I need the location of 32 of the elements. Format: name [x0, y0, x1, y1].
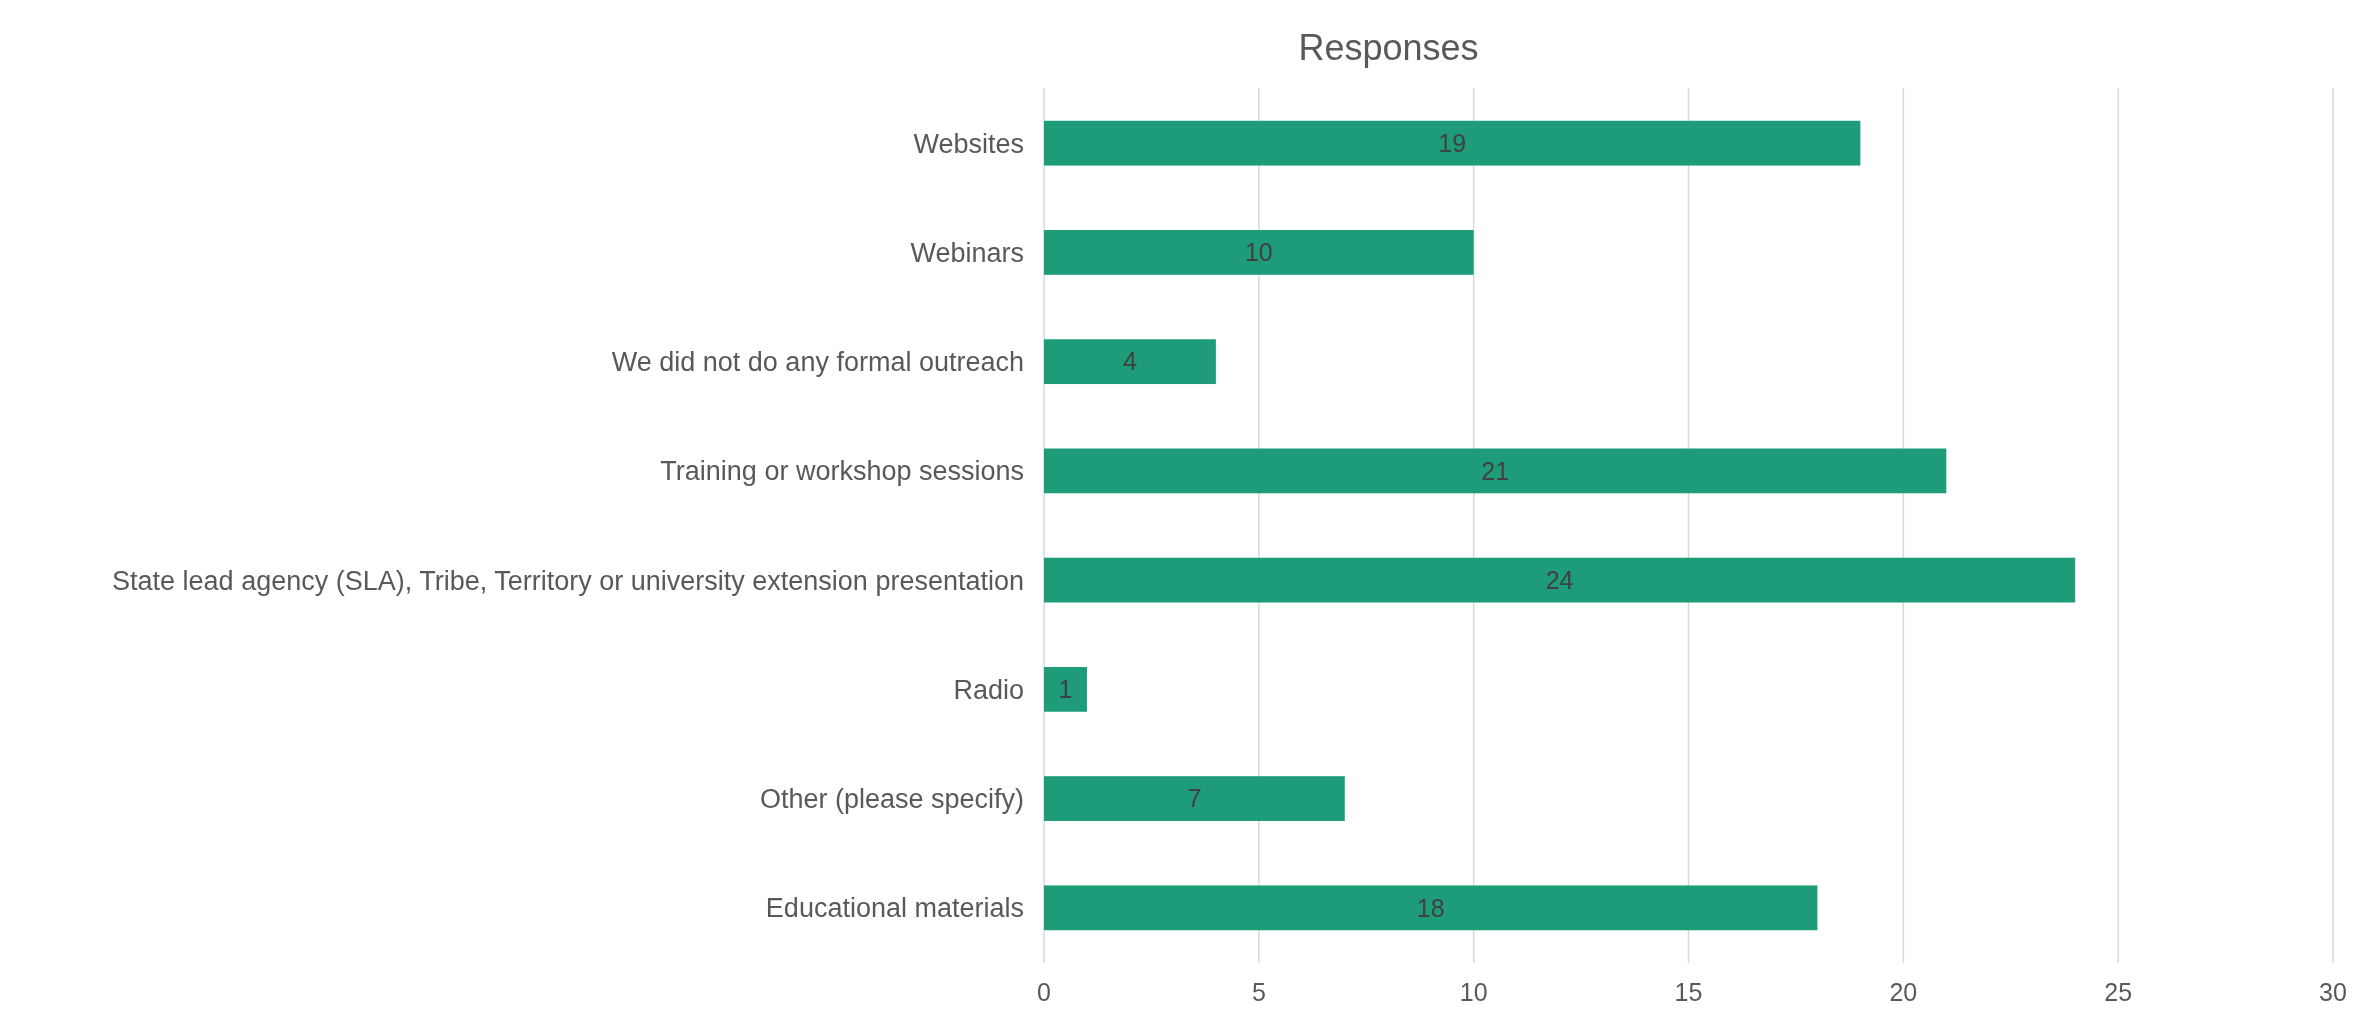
x-tick-label: 20 [1889, 978, 1918, 1006]
data-label: 4 [1122, 347, 1137, 376]
y-tick-label: Training or workshop sessions [660, 456, 1024, 487]
y-tick-label: Educational materials [765, 893, 1024, 924]
y-tick-label: Websites [913, 128, 1024, 159]
data-label: 7 [1187, 784, 1202, 813]
data-label: 19 [1438, 128, 1467, 157]
bar [1044, 339, 1216, 385]
x-tick-label: 15 [1674, 978, 1703, 1006]
y-tick-label: We did not do any formal outreach [611, 347, 1024, 378]
y-tick-label: Other (please specify) [759, 784, 1024, 815]
bar [1044, 776, 1345, 821]
x-tick-label: 5 [1251, 978, 1266, 1006]
bar [1044, 885, 1818, 931]
x-tick-label: 25 [2104, 978, 2133, 1006]
bar [1044, 120, 1861, 166]
y-tick-label: Radio [953, 674, 1024, 705]
y-tick-label: Webinars [910, 237, 1024, 268]
bar [1044, 666, 1087, 712]
bar [1044, 230, 1474, 275]
data-label: 21 [1481, 456, 1510, 485]
data-label: 10 [1244, 238, 1273, 267]
x-tick-label: 0 [1037, 978, 1051, 1006]
bar [1044, 557, 2076, 603]
data-label: 1 [1058, 675, 1073, 704]
chart-title: Responses [1298, 27, 1479, 68]
x-tick-label: 10 [1459, 978, 1488, 1006]
data-label: 24 [1545, 565, 1574, 594]
bar [1044, 448, 1947, 494]
y-tick-label: State lead agency (SLA), Tribe, Territory or university extension presentation [112, 565, 1024, 596]
data-label: 18 [1416, 893, 1445, 922]
x-tick-label: 30 [2319, 978, 2347, 1006]
